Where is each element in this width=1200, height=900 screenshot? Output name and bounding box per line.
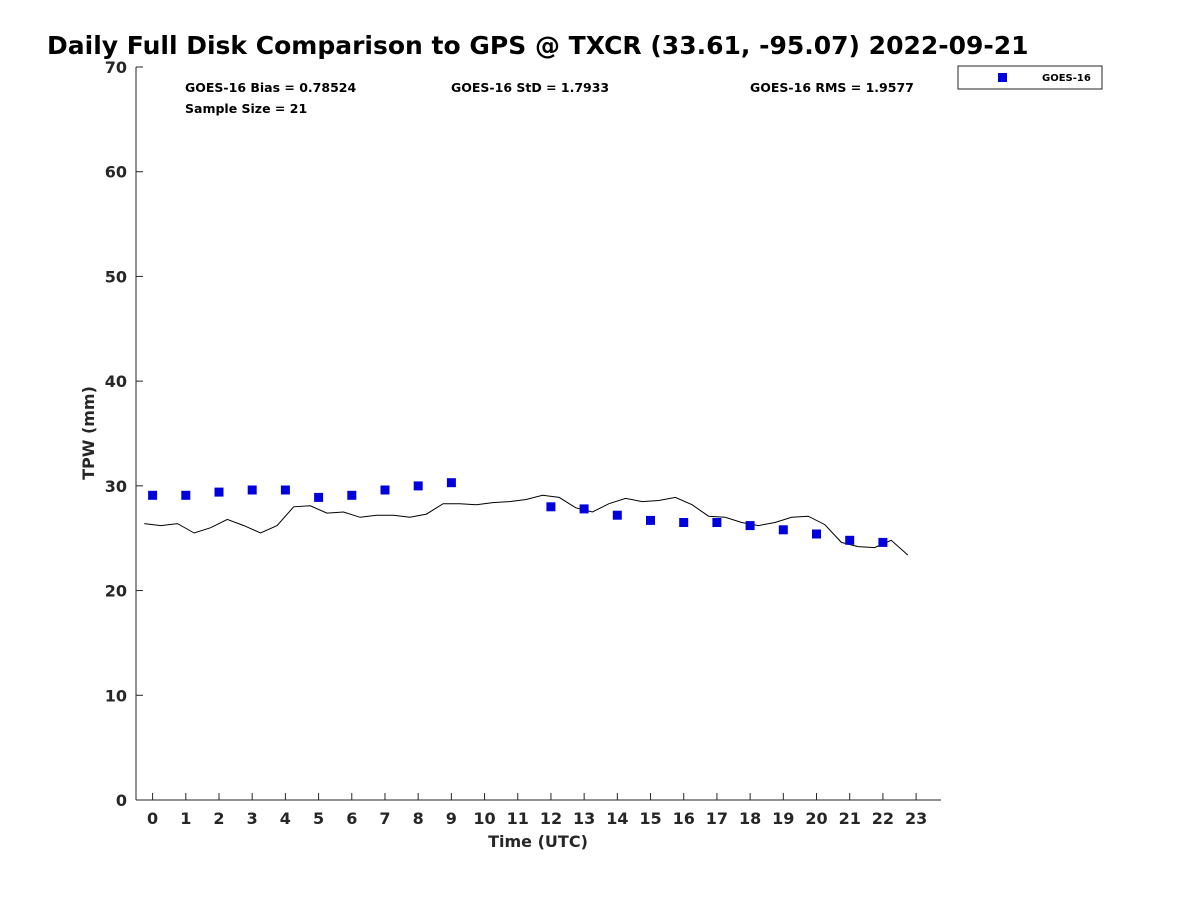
legend: GOES-16 [957,65,1103,90]
x-tick-label: 21 [839,809,861,828]
rms-stat: GOES-16 RMS = 1.9577 [750,80,914,95]
goes16-point [347,490,357,500]
goes16-point [646,515,655,525]
x-tick-label: 23 [905,809,927,828]
x-tick-label: 4 [280,809,291,828]
goes16-point [214,487,224,497]
x-tick-label: 17 [706,809,728,828]
y-tick-label: 20 [105,582,127,601]
x-tick-label: 11 [507,809,529,828]
x-tick-label: 15 [639,809,661,828]
x-tick-label: 9 [446,809,457,828]
x-tick-label: 5 [313,809,324,828]
gps-series-line [144,494,909,556]
goes16-point [579,504,589,514]
x-tick-label: 14 [606,809,628,828]
sample-size-stat: Sample Size = 21 [185,101,307,116]
goes16-point [546,502,556,512]
y-ticks: 0 10 20 30 40 50 60 70 [105,58,143,810]
goes16-point [380,485,390,495]
goes16-point [812,529,821,539]
axes [135,67,941,801]
x-tick-label: 6 [346,809,357,828]
x-tick-label: 16 [673,809,695,828]
goes16-point [413,481,423,491]
x-tick-label: 10 [473,809,495,828]
x-tick-label: 1 [180,809,191,828]
goes16-point [446,478,456,488]
y-tick-label: 0 [116,791,127,810]
goes16-point [712,518,722,527]
x-tick-label: 3 [247,809,258,828]
std-stat: GOES-16 StD = 1.7933 [451,80,609,95]
legend-marker [998,73,1007,82]
goes16-point [148,490,158,500]
goes16-point [280,485,290,495]
x-axis-label: Time (UTC) [488,832,588,851]
y-tick-label: 70 [105,58,127,77]
y-axis-label: TPW (mm) [79,386,98,480]
x-ticks: 0 1 2 3 4 5 6 7 8 9 10 11 12 13 14 15 16 17 18 19 20 21 22 23 [147,793,927,828]
goes16-point [181,490,191,500]
y-tick-label: 10 [105,686,127,705]
x-tick-label: 8 [413,809,424,828]
x-tick-label: 7 [379,809,390,828]
goes16-point [778,525,788,535]
bias-stat: GOES-16 Bias = 0.78524 [185,80,356,95]
goes16-point [845,535,855,545]
legend-label: GOES-16 [1042,73,1091,84]
goes16-point [679,518,689,527]
chart-title: Daily Full Disk Comparison to GPS @ TXCR… [47,31,1029,60]
goes16-point [612,510,622,520]
goes16-point [247,485,257,495]
y-tick-label: 50 [105,267,127,286]
x-tick-label: 18 [739,809,761,828]
y-tick-label: 30 [105,477,127,496]
y-tick-label: 60 [105,163,127,182]
x-tick-label: 13 [573,809,595,828]
goes16-point [745,521,755,531]
x-tick-label: 19 [772,809,794,828]
goes16-point [314,492,324,502]
x-tick-label: 2 [213,809,224,828]
y-tick-label: 40 [105,372,127,391]
goes16-points [148,478,888,547]
x-tick-label: 22 [872,809,894,828]
legend-box [957,65,1103,90]
x-tick-label: 12 [540,809,562,828]
x-tick-label: 0 [147,809,158,828]
x-tick-label: 20 [805,809,827,828]
goes16-point [878,537,888,547]
